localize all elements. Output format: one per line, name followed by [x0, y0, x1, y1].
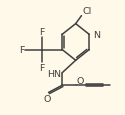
Text: HN: HN [47, 69, 61, 78]
Text: F: F [19, 46, 24, 55]
Text: O: O [43, 94, 51, 103]
Text: F: F [40, 28, 45, 37]
Text: N: N [93, 31, 100, 40]
Text: F: F [40, 64, 45, 72]
Text: O: O [76, 76, 84, 85]
Text: Cl: Cl [82, 7, 92, 16]
